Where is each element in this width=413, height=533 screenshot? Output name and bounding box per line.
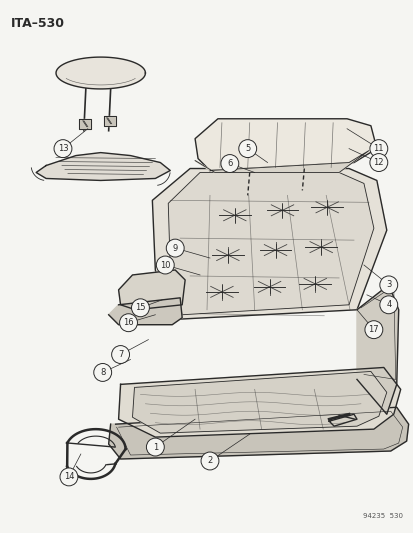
Text: 13: 13	[57, 144, 68, 153]
Text: ITA–530: ITA–530	[11, 17, 65, 30]
Circle shape	[379, 276, 397, 294]
Circle shape	[156, 256, 174, 274]
Circle shape	[221, 155, 238, 173]
Text: 2: 2	[207, 456, 212, 465]
Polygon shape	[168, 173, 373, 315]
Circle shape	[369, 140, 387, 158]
Polygon shape	[195, 151, 368, 173]
Circle shape	[364, 321, 382, 338]
Polygon shape	[78, 119, 90, 129]
Text: 11: 11	[373, 144, 383, 153]
Circle shape	[379, 296, 397, 314]
Polygon shape	[103, 116, 115, 126]
Polygon shape	[56, 57, 145, 89]
Circle shape	[201, 452, 218, 470]
Text: 17: 17	[368, 325, 378, 334]
Text: 9: 9	[172, 244, 178, 253]
Text: 8: 8	[100, 368, 105, 377]
Circle shape	[60, 468, 78, 486]
Polygon shape	[118, 270, 185, 310]
Text: 15: 15	[135, 303, 145, 312]
Polygon shape	[108, 407, 408, 459]
Text: 3: 3	[385, 280, 391, 289]
Text: 1: 1	[152, 442, 158, 451]
Polygon shape	[118, 367, 400, 437]
Text: 7: 7	[118, 350, 123, 359]
Circle shape	[93, 364, 112, 382]
Text: 14: 14	[64, 472, 74, 481]
Polygon shape	[36, 152, 170, 181]
Polygon shape	[195, 119, 376, 171]
Circle shape	[54, 140, 72, 158]
Text: 16: 16	[123, 318, 133, 327]
Polygon shape	[132, 372, 386, 433]
Polygon shape	[108, 298, 182, 325]
Text: 4: 4	[385, 300, 390, 309]
Text: 5: 5	[244, 144, 250, 153]
Circle shape	[146, 438, 164, 456]
Polygon shape	[152, 168, 386, 320]
Circle shape	[119, 314, 137, 332]
Text: 94235  530: 94235 530	[362, 513, 402, 519]
Polygon shape	[356, 285, 398, 414]
Circle shape	[369, 154, 387, 172]
Text: 10: 10	[160, 261, 170, 270]
Circle shape	[131, 299, 149, 317]
Circle shape	[238, 140, 256, 158]
Text: 12: 12	[373, 158, 383, 167]
Text: 6: 6	[227, 159, 232, 168]
Circle shape	[112, 345, 129, 364]
Circle shape	[166, 239, 184, 257]
